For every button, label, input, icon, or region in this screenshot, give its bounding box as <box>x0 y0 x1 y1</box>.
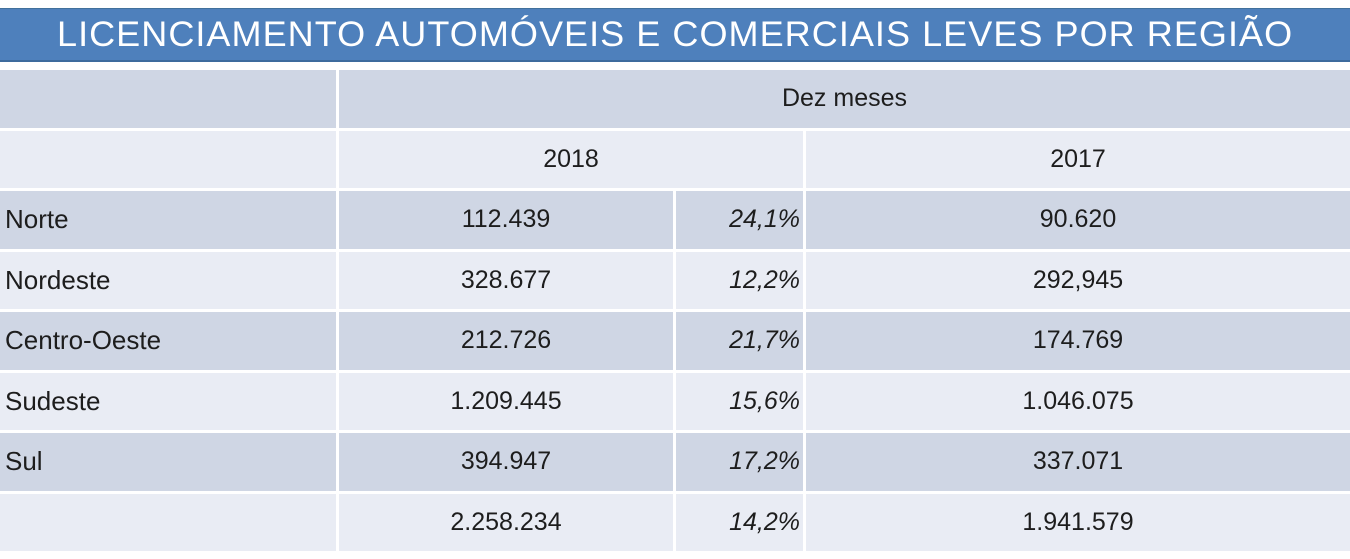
pct-change-cell: 15,6% <box>676 372 803 430</box>
value-2018-cell: 1.209.445 <box>339 372 673 430</box>
region-cell: Norte <box>0 191 336 249</box>
value-2018-cell: 394.947 <box>339 433 673 491</box>
total-value-2017-cell: 1.941.579 <box>806 493 1350 551</box>
region-licensing-table: Dez meses 2018 2017 Norte 112.439 24,1% … <box>0 70 1350 551</box>
region-cell: Centro-Oeste <box>0 312 336 370</box>
corner-cell <box>0 70 336 128</box>
value-2017-cell: 174.769 <box>806 312 1350 370</box>
page-title: LICENCIAMENTO AUTOMÓVEIS E COMERCIAIS LE… <box>56 14 1294 54</box>
title-bar: LICENCIAMENTO AUTOMÓVEIS E COMERCIAIS LE… <box>0 8 1350 62</box>
year-2017-header-cell: 2017 <box>806 130 1350 188</box>
value-2017-cell: 337.071 <box>806 433 1350 491</box>
total-region-cell <box>0 493 336 551</box>
value-2017-cell: 292,945 <box>806 251 1350 309</box>
corner-cell-2 <box>0 130 336 188</box>
region-cell: Sul <box>0 433 336 491</box>
total-pct-change-cell: 14,2% <box>676 493 803 551</box>
pct-change-cell: 12,2% <box>676 251 803 309</box>
pct-change-cell: 17,2% <box>676 433 803 491</box>
value-2017-cell: 90.620 <box>806 191 1350 249</box>
region-cell: Sudeste <box>0 372 336 430</box>
region-cell: Nordeste <box>0 251 336 309</box>
value-2018-cell: 328.677 <box>339 251 673 309</box>
pct-change-cell: 21,7% <box>676 312 803 370</box>
value-2018-cell: 112.439 <box>339 191 673 249</box>
year-2018-header-cell: 2018 <box>339 130 803 188</box>
value-2018-cell: 212.726 <box>339 312 673 370</box>
pct-change-cell: 24,1% <box>676 191 803 249</box>
total-value-2018-cell: 2.258.234 <box>339 493 673 551</box>
period-header-cell: Dez meses <box>339 70 1350 128</box>
value-2017-cell: 1.046.075 <box>806 372 1350 430</box>
